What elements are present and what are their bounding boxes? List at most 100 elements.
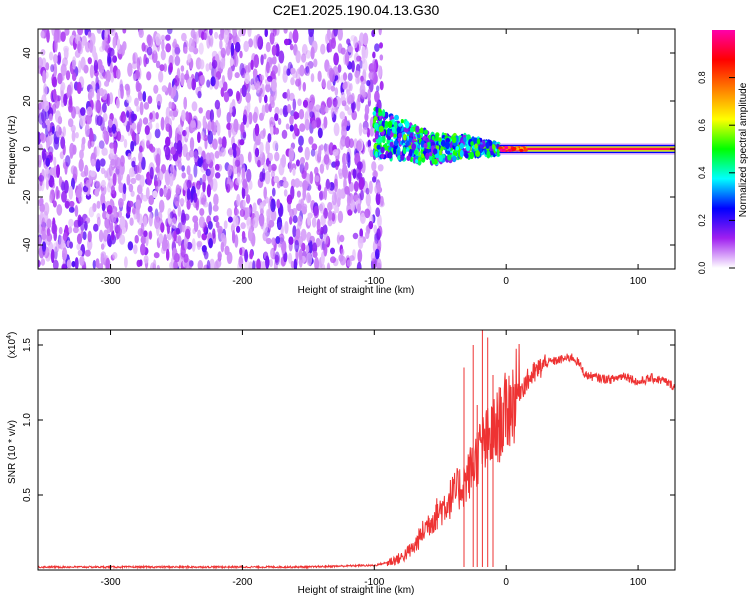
spectrogram-cell xyxy=(175,184,181,195)
spectrogram-cell xyxy=(298,248,303,261)
spectrogram-cell xyxy=(181,165,186,172)
spectrogram-cell xyxy=(447,154,452,161)
spectrogram-cell xyxy=(112,55,117,63)
spectrogram-cell xyxy=(220,232,226,242)
spectrogram-cell xyxy=(77,249,83,257)
spectrogram-cell xyxy=(246,168,252,183)
spectrogram-cell xyxy=(209,109,214,123)
spectrogram-cell xyxy=(302,180,308,191)
spectrogram-cell xyxy=(384,120,389,127)
spectrogram-cell xyxy=(337,210,344,224)
spectrogram-cell xyxy=(82,231,87,241)
spectrogram-cell xyxy=(311,120,317,129)
spectrogram-cell xyxy=(409,127,414,133)
spectrogram-cell xyxy=(181,172,186,179)
spectrogram-cell xyxy=(254,123,260,137)
spectrogram-cell xyxy=(295,50,301,64)
spectrogram-cell xyxy=(127,200,134,208)
spectrogram-cell xyxy=(191,78,196,91)
spectrogram-cell xyxy=(346,119,351,127)
spectrogram-cell xyxy=(63,93,68,107)
spectrogram-cell xyxy=(302,187,307,201)
spectrogram-cell xyxy=(292,167,296,176)
spectrogram-cell xyxy=(164,169,170,184)
spectrogram-cell xyxy=(272,140,279,151)
spectrogram-cell xyxy=(90,170,96,177)
spectrogram-cell xyxy=(119,167,124,181)
spectrogram-cell xyxy=(232,215,239,228)
colorbar-tick-label: 0.2 xyxy=(697,214,707,227)
spectrogram-cell xyxy=(340,248,345,256)
spectrogram-cell xyxy=(271,237,276,246)
spectrogram-cell xyxy=(68,218,74,227)
spectrogram-cell xyxy=(452,136,456,143)
spectrogram-cell xyxy=(183,237,188,250)
spectrogram-cell xyxy=(106,182,112,193)
spectrogram-cell xyxy=(78,158,84,172)
spectrogram-cell xyxy=(372,51,376,59)
spectrogram-cell xyxy=(387,128,391,136)
spectrogram-cell xyxy=(241,163,246,174)
spectrogram-cell xyxy=(361,45,366,59)
spectrogram-cell xyxy=(469,151,474,160)
spectrogram-cell xyxy=(234,208,239,216)
spectrogram-cell xyxy=(281,129,288,139)
spectrogram-cell xyxy=(296,203,302,211)
spectrogram-cell xyxy=(376,144,381,150)
colorbar-tick-label: 0.0 xyxy=(697,262,707,275)
spectrogram-cell xyxy=(160,222,165,233)
spectrogram-cell xyxy=(371,161,377,172)
spectrogram-cell xyxy=(346,195,351,206)
spectrogram-cell xyxy=(227,67,233,81)
spectrogram-cell xyxy=(293,123,298,134)
spectrogram-cell xyxy=(169,110,173,117)
spectrogram-cell xyxy=(379,80,384,91)
spectrogram-cell xyxy=(264,29,268,37)
spectrogram-cell xyxy=(350,199,356,212)
spectrogram-cell xyxy=(176,140,183,155)
spectrogram-cell xyxy=(369,149,374,158)
spectrogram-cell xyxy=(39,203,45,213)
spectrogram-cell xyxy=(362,32,369,46)
spectrogram-cell xyxy=(292,208,298,216)
spectrogram-cell xyxy=(311,143,318,151)
spectrogram-cell xyxy=(330,85,336,92)
spectrogram-cell xyxy=(197,260,203,269)
spectrogram-cell xyxy=(130,110,135,124)
spectrogram-cell xyxy=(211,178,218,192)
spectrogram-cell xyxy=(417,134,421,139)
spectrogram-cell xyxy=(270,209,277,222)
spectrogram-cell xyxy=(387,120,393,129)
spectrogram-cell xyxy=(367,88,371,102)
spectrogram-cell xyxy=(523,148,528,152)
spectrogram-cell xyxy=(112,252,118,260)
y-tick-label: 0.5 xyxy=(22,488,33,502)
spectrogram-cell xyxy=(346,259,352,267)
spectrogram-cell xyxy=(347,94,354,104)
spectrogram-cell xyxy=(126,94,132,104)
carrier-band xyxy=(499,150,675,152)
spectrogram-cell xyxy=(118,198,124,208)
spectrogram-cell xyxy=(277,118,282,125)
spectrogram-cell xyxy=(129,217,134,226)
spectrogram-cell xyxy=(95,145,100,157)
spectrogram-cell xyxy=(213,193,219,206)
spectrogram-cell xyxy=(214,99,221,110)
spectrogram-cell xyxy=(307,214,311,226)
spectrogram-cell xyxy=(156,264,160,269)
spectrogram-cell xyxy=(289,92,295,101)
spectrogram-cell xyxy=(92,259,97,269)
spectrogram-cell xyxy=(397,137,401,142)
spectrogram-cell xyxy=(265,237,272,245)
spectrogram-cell xyxy=(165,34,171,41)
snr-x-ticks: -300 -200 -100 0 100 xyxy=(101,330,647,588)
spectrogram-cell xyxy=(81,37,85,49)
spectrogram-cell xyxy=(501,148,506,152)
spectrogram-cell xyxy=(313,58,318,68)
spectrogram-cell xyxy=(310,73,315,83)
spectrogram-cell xyxy=(366,80,371,87)
spectrogram-cell xyxy=(279,108,283,116)
spectrogram-cell xyxy=(203,32,207,41)
colorbar-tick-label: 0.6 xyxy=(697,119,707,132)
spectrogram-cell xyxy=(446,150,451,155)
